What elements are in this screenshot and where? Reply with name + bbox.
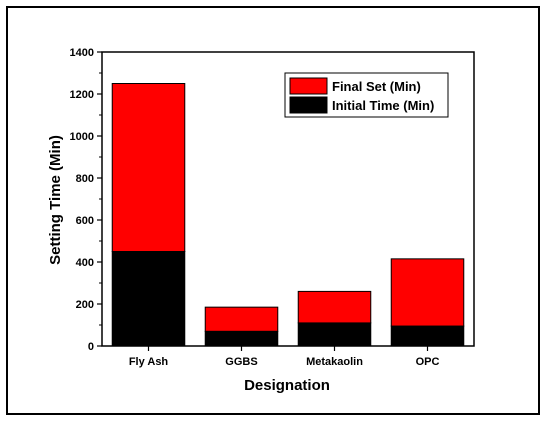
figure-frame: [6, 6, 540, 415]
x-tick-label: Fly Ash: [129, 356, 169, 368]
legend: Final Set (Min) Initial Time (Min): [284, 72, 449, 118]
bar-opc-initial-time-min: [390, 325, 465, 347]
y-tick-label: 1000: [70, 131, 94, 143]
y-tick-label: 0: [88, 341, 94, 353]
ticks-group: 0 200 400 600 800 1000 1200 1400 Fly Ash GGBS Meta…: [70, 47, 440, 368]
bar-fly-ash-initial-time-min: [111, 251, 186, 347]
bar-metakaolin-final-set-min: [297, 290, 372, 324]
y-tick-label: 800: [76, 173, 94, 185]
bar-fly-ash-final-set-min: [111, 83, 186, 252]
y-tick-label: 1400: [70, 47, 94, 59]
y-tick-label: 1200: [70, 89, 94, 101]
legend-swatch-final-set: [289, 77, 328, 95]
x-tick-label: Metakaolin: [306, 356, 363, 368]
x-tick-label: GGBS: [225, 356, 257, 368]
bar-ggbs-final-set-min: [204, 306, 279, 332]
x-axis-title: Designation: [244, 377, 330, 394]
legend-label-initial-time: Initial Time (Min): [332, 98, 434, 113]
y-tick-label: 200: [76, 299, 94, 311]
bars-group: [111, 83, 465, 347]
legend-label-final-set: Final Set (Min): [332, 79, 421, 94]
y-tick-label: 600: [76, 215, 94, 227]
legend-swatch-initial-time: [289, 96, 328, 114]
y-tick-label: 400: [76, 257, 94, 269]
bar-metakaolin-initial-time-min: [297, 322, 372, 347]
x-tick-label: OPC: [416, 356, 440, 368]
bar-ggbs-initial-time-min: [204, 330, 279, 347]
y-axis-title: Setting Time (Min): [47, 135, 64, 265]
bar-opc-final-set-min: [390, 258, 465, 327]
